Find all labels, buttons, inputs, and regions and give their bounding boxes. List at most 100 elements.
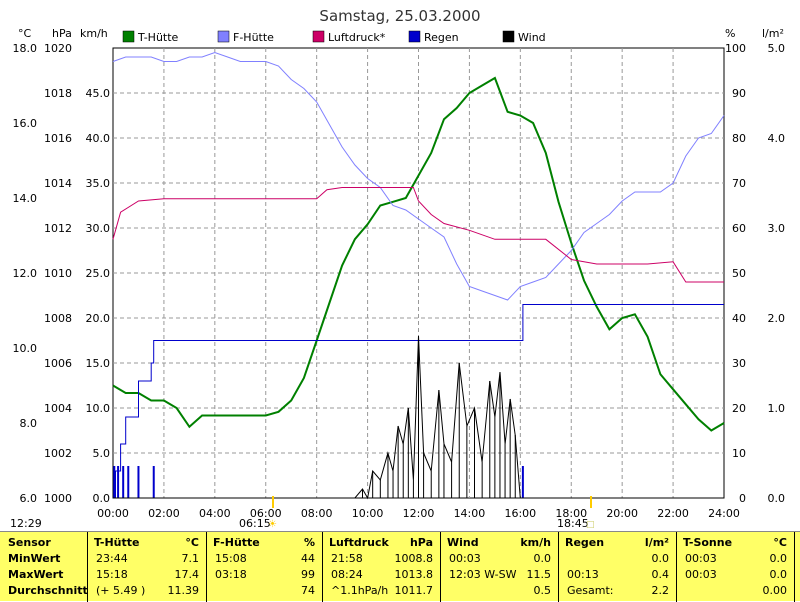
legend-swatch: [408, 30, 421, 43]
column-header: F-Hütte: [213, 536, 260, 549]
hpa-axis-label: hPa: [52, 27, 72, 40]
tick-labels: 18.016.014.012.010.08.06.010201018101610…: [13, 42, 786, 520]
cell-time: 00:03: [449, 552, 481, 565]
temp-axis-label: °C: [18, 27, 32, 40]
cell-time: (+ 5.49 ): [96, 584, 146, 597]
legend-swatch: [502, 30, 515, 43]
series-line-thtte: [112, 76, 725, 432]
legend-swatch: [217, 30, 230, 43]
rain-tick-label: 5.0: [768, 42, 786, 55]
pct-tick-label: 30: [732, 357, 746, 370]
pct-tick-label: 40: [732, 312, 746, 325]
cell-time: 15:08: [215, 552, 247, 565]
pct-tick-label: 50: [732, 267, 746, 280]
cell-value: 0.0: [769, 568, 788, 581]
kmh-tick-label: 5.0: [93, 447, 111, 460]
cell-time: 00:13: [567, 568, 599, 581]
x-tick-label: 14:00: [454, 507, 486, 520]
cell-time: 21:58: [331, 552, 363, 565]
column-unit: hPa: [409, 536, 433, 549]
cell-value: 0.4: [651, 568, 670, 581]
cell-value: 2.2: [651, 584, 670, 597]
kmh-axis-label: km/h: [80, 27, 108, 40]
kmh-tick-label: 15.0: [86, 357, 111, 370]
series-line-regen: [113, 304, 724, 499]
x-tick-label: 16:00: [504, 507, 536, 520]
cell-time: 15:18: [96, 568, 128, 581]
cell-time: 00:03: [685, 552, 717, 565]
cell-time: 12:03 W-SW: [449, 568, 517, 581]
row-label: MinWert: [8, 552, 61, 565]
hpa-tick-label: 1010: [44, 267, 72, 280]
table-column-fhtte: F-Hütte% 15:08 44 03:18 99 74: [207, 532, 323, 602]
column-unit: %: [303, 536, 315, 549]
sunset-marker: 18:45 □: [557, 496, 595, 530]
cell-value: 0.5: [533, 584, 552, 597]
pct-tick-label: 20: [732, 402, 746, 415]
column-unit: km/h: [520, 536, 551, 549]
cell-value: 0.0: [533, 552, 552, 565]
cell-value: 1011.7: [394, 584, 434, 597]
cell-time: 03:18: [215, 568, 247, 581]
kmh-tick-label: 25.0: [86, 267, 111, 280]
x-tick-label: 06:00: [250, 507, 282, 520]
pct-tick-label: 100: [725, 42, 746, 55]
kmh-tick-label: 30.0: [86, 222, 111, 235]
kmh-tick-label: 0.0: [93, 492, 111, 505]
hpa-tick-label: 1018: [44, 87, 72, 100]
cell-value: 11.5: [526, 568, 552, 581]
pct-tick-label: 90: [732, 87, 746, 100]
sunrise-marker: 06:15 ☀: [239, 496, 277, 530]
weather-chart: Samstag, 25.03.2000 T-Hütte F-Hütte Luftdr…: [10, 7, 786, 530]
pct-axis-label: %: [725, 27, 735, 40]
legend-label: F-Hütte: [233, 31, 274, 44]
series-line-luftdruck: [112, 187, 724, 283]
cell-value: 44: [301, 552, 315, 565]
cell-value: 1013.8: [394, 568, 434, 581]
hpa-tick-label: 1000: [44, 492, 72, 505]
moon-icon: □: [586, 520, 595, 530]
temp-tick-label: 16.0: [13, 117, 38, 130]
pct-tick-label: 60: [732, 222, 746, 235]
table-column-regen: Regen l/m² 0.0 00:13 0.4 Gesamt: 2.2: [559, 532, 677, 602]
series-layer: [112, 51, 725, 500]
series-line-wind: [113, 335, 724, 500]
pct-tick-label: 0: [739, 492, 746, 505]
rain-tick-label: 1.0: [768, 402, 786, 415]
temp-tick-label: 10.0: [13, 342, 38, 355]
cell-time: 00:03: [685, 568, 717, 581]
x-tick-label: 04:00: [199, 507, 231, 520]
column-header: Wind: [447, 536, 479, 549]
temp-tick-label: 14.0: [13, 192, 38, 205]
cell-value: 0.0: [651, 552, 670, 565]
pct-tick-label: 70: [732, 177, 746, 190]
legend-swatch: [312, 30, 325, 43]
legend: T-Hütte F-Hütte Luftdruck* Regen Wind: [122, 30, 546, 44]
column-header: T-Sonne: [683, 536, 733, 549]
cell-value: 1008.8: [394, 552, 434, 565]
x-tick-label: 10:00: [352, 507, 384, 520]
row-label: Durchschnitt: [8, 584, 88, 597]
row-label: Sensor: [8, 536, 51, 549]
pct-tick-label: 80: [732, 132, 746, 145]
cell-time: Gesamt:: [567, 584, 614, 597]
cell-value: 0.0: [769, 552, 788, 565]
rain-tick-label: 4.0: [768, 132, 786, 145]
column-header: Regen: [565, 536, 605, 549]
column-unit: °C: [773, 536, 787, 549]
cell-value: 74: [301, 584, 315, 597]
table-column-wind: Wind km/h 00:03 0.0 12:03 W-SW 11.5 0.5: [441, 532, 559, 602]
legend-swatch: [122, 30, 135, 43]
sunrise-time: 06:15: [239, 517, 271, 530]
hpa-tick-label: 1016: [44, 132, 72, 145]
rain-tick-label: 3.0: [768, 222, 786, 235]
hpa-tick-label: 1008: [44, 312, 72, 325]
pct-tick-label: 10: [732, 447, 746, 460]
hpa-tick-label: 1006: [44, 357, 72, 370]
table-column-tsonne: T-Sonne °C 00:03 0.0 00:03 0.0 0.00: [677, 532, 795, 602]
hpa-tick-label: 1004: [44, 402, 72, 415]
cell-value: 17.4: [174, 568, 200, 581]
series-line-fhtte: [112, 51, 725, 301]
temp-tick-label: 18.0: [13, 42, 38, 55]
kmh-tick-label: 40.0: [86, 132, 111, 145]
